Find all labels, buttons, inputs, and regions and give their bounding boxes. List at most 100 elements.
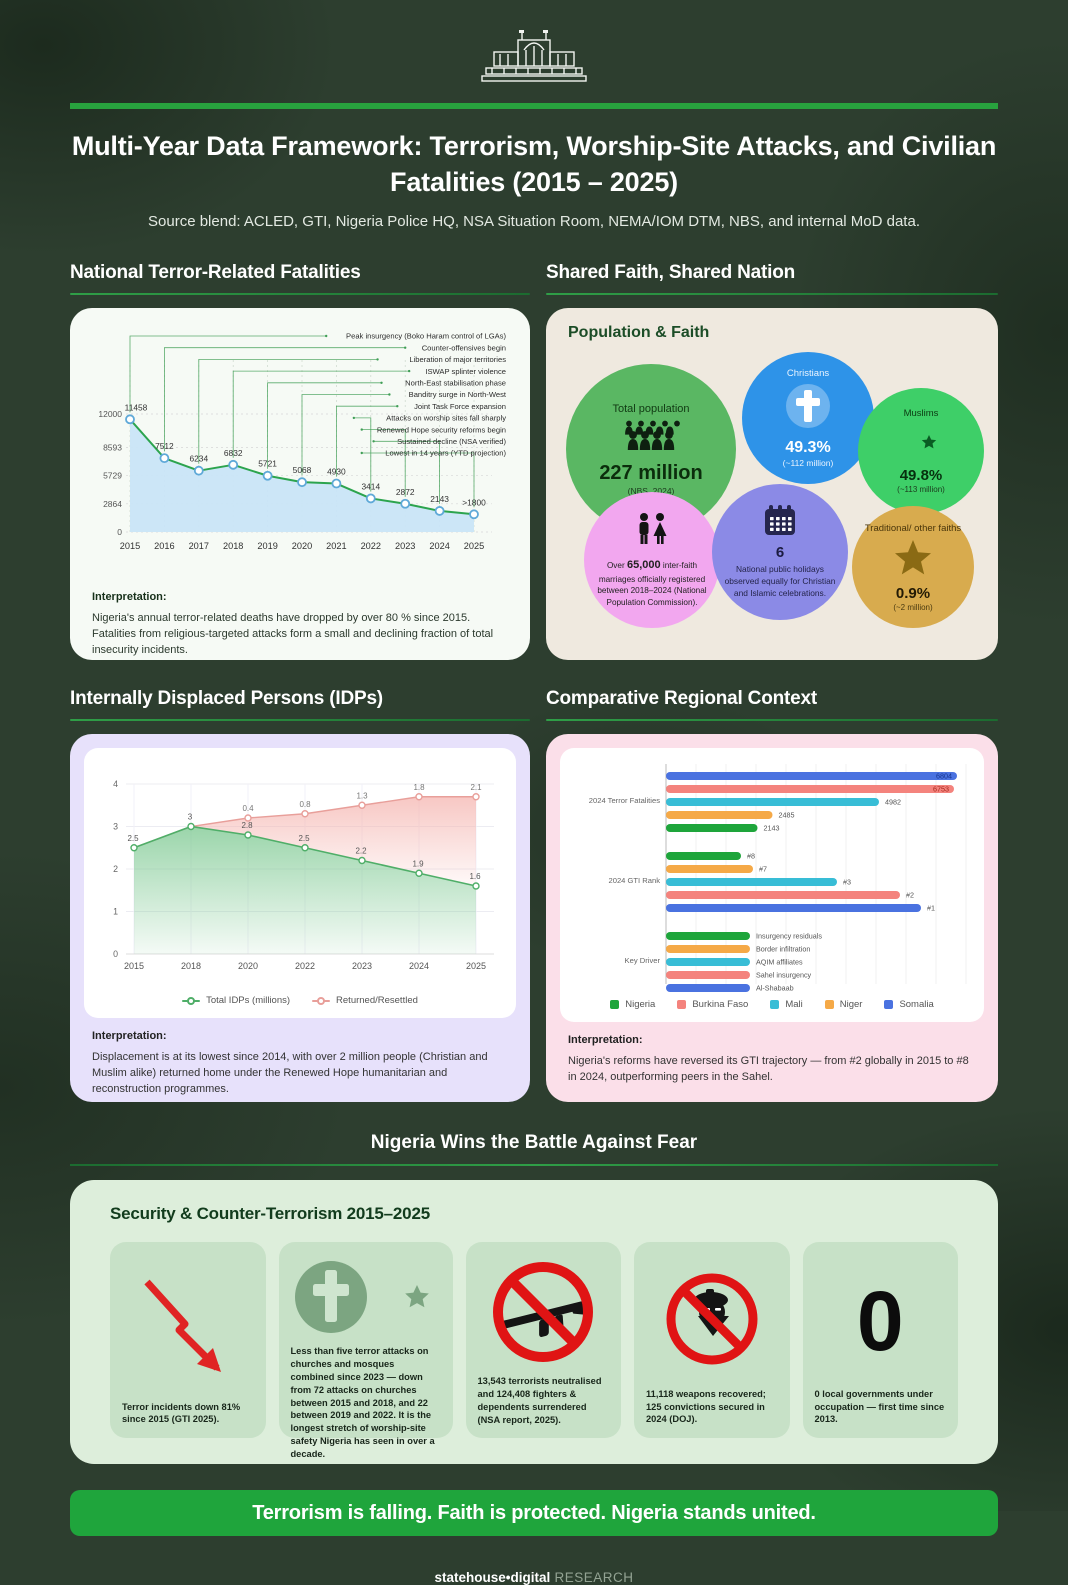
svg-text:1.8: 1.8 (413, 783, 425, 792)
svg-text:AQIM affiliates: AQIM affiliates (756, 958, 803, 967)
cross-crescent-icon (291, 1254, 441, 1345)
security-card-text: Terror incidents down 81% since 2015 (GT… (122, 1401, 241, 1425)
svg-text:#8: #8 (747, 852, 755, 861)
svg-text:2.5: 2.5 (127, 834, 139, 843)
idps-interpretation: Interpretation: Displacement is at its l… (84, 1018, 516, 1098)
svg-text:Insurgency residuals: Insurgency residuals (756, 932, 822, 941)
svg-text:Key Driver: Key Driver (625, 956, 661, 965)
chart-annotation: Renewed Hope security reforms begin (377, 426, 506, 435)
infographic-content: Multi-Year Data Framework: Terrorism, Wo… (70, 0, 998, 1585)
down-arrow-icon (133, 1270, 243, 1385)
svg-text:2019: 2019 (257, 541, 277, 551)
section-rule (546, 293, 998, 296)
wins-title: Nigeria Wins the Battle Against Fear (370, 1132, 698, 1154)
chart-annotation: Counter-offensives begin (422, 344, 506, 353)
idps-area-chart: 0 1 2 3 4 2.5 2015 3 2018 2.8 2020 2.5 2022 2.2 2023 1.… (113, 779, 494, 971)
bar-mali (666, 798, 879, 807)
idps-legend: Total IDPs (millions) Returned/Resettled (90, 993, 510, 1012)
bar-burkina (666, 891, 900, 900)
bar-niger (666, 811, 773, 820)
svg-text:6804: 6804 (936, 772, 952, 781)
legend-item-niger: Niger (824, 999, 862, 1010)
svg-text:Border infiltration: Border infiltration (756, 945, 810, 954)
bar-burkina (666, 971, 750, 980)
svg-text:1.3: 1.3 (356, 792, 368, 801)
interpretation-text: Nigeria's reforms have reversed its GTI … (568, 1055, 969, 1084)
page-subtitle: Source blend: ACLED, GTI, Nigeria Police… (148, 213, 920, 231)
section-rule (70, 293, 530, 296)
svg-text:8593: 8593 (103, 443, 122, 453)
svg-text:3414: 3414 (361, 482, 380, 492)
svg-text:2143: 2143 (430, 494, 449, 504)
couple-icon (632, 512, 672, 553)
idps-card: 0 1 2 3 4 2.5 2015 3 2018 2.8 2020 2.5 2022 2.2 2023 1.… (70, 734, 530, 1103)
svg-text:#1: #1 (927, 904, 935, 913)
svg-text:#2: #2 (906, 891, 914, 900)
svg-text:2.5: 2.5 (298, 834, 310, 843)
faith-circle-mus: Muslims 49.8% (~113 million) (858, 388, 984, 515)
svg-text:3: 3 (188, 813, 193, 822)
svg-text:0: 0 (117, 527, 122, 537)
bar-somalia (666, 772, 957, 781)
calendar-icon (763, 505, 797, 542)
wins-rule (70, 1164, 998, 1167)
interpretation-label: Interpretation: (92, 1030, 167, 1043)
svg-text:2015: 2015 (120, 541, 140, 551)
svg-text:2022: 2022 (361, 541, 381, 551)
svg-text:5068: 5068 (293, 465, 312, 475)
svg-text:2: 2 (113, 864, 118, 874)
footer-brand: statehouse•digital (434, 1570, 551, 1585)
svg-text:2872: 2872 (396, 487, 415, 497)
svg-text:2023: 2023 (352, 961, 372, 971)
section-title-faith: Shared Faith, Shared Nation (546, 262, 796, 284)
svg-text:6234: 6234 (189, 454, 208, 464)
zero-glyph: 0 (856, 1274, 904, 1368)
legend-item-nigeria: Nigeria (610, 999, 655, 1010)
svg-text:4982: 4982 (885, 798, 901, 807)
svg-text:2024: 2024 (409, 961, 429, 971)
svg-text:2015: 2015 (124, 961, 144, 971)
svg-text:5721: 5721 (258, 459, 277, 469)
security-card-text: Less than five terror attacks on churche… (290, 1346, 435, 1459)
svg-text:1.9: 1.9 (412, 860, 424, 869)
svg-text:2.8: 2.8 (241, 821, 253, 830)
legend-item-somalia: Somalia (884, 999, 934, 1010)
crescent-star-icon (900, 423, 942, 464)
svg-text:3: 3 (113, 822, 118, 832)
svg-text:2022: 2022 (295, 961, 315, 971)
regional-card: 2024 Terror Fatalities 6804 6753 4982 2485 21… (546, 734, 998, 1103)
svg-text:2017: 2017 (189, 541, 209, 551)
interpretation-label: Interpretation: (92, 591, 167, 604)
chart-annotation: Liberation of major territories (409, 355, 506, 364)
idps-chart-card: 0 1 2 3 4 2.5 2015 3 2018 2.8 2020 2.5 2022 2.2 2023 1.… (84, 748, 516, 1019)
chart-annotation: Peak insurgency (Boko Haram control of L… (346, 332, 506, 341)
svg-text:2020: 2020 (238, 961, 258, 971)
chart-annotation: Banditry surge in North-West (409, 390, 507, 399)
interpretation-text: Nigeria's annual terror-related deaths h… (92, 612, 494, 657)
svg-text:0: 0 (113, 949, 118, 959)
header-accent-bar (70, 103, 998, 109)
svg-text:12000: 12000 (98, 409, 122, 419)
svg-text:2021: 2021 (326, 541, 346, 551)
svg-text:2024 Terror Fatalities: 2024 Terror Fatalities (589, 796, 660, 805)
svg-text:2023: 2023 (395, 541, 415, 551)
chart-annotation: Sustained decline (NSA verified) (397, 437, 506, 446)
closing-banner-text: Terrorism is falling. Faith is protected… (252, 1501, 816, 1524)
svg-text:2016: 2016 (154, 541, 174, 551)
faith-card: Population & Faith Total population 227 … (546, 308, 998, 661)
closing-banner: Terrorism is falling. Faith is protected… (70, 1490, 998, 1537)
section-rule (546, 719, 998, 722)
legend-item: Total IDPs (millions) (182, 995, 290, 1006)
section-title-fatalities: National Terror-Related Fatalities (70, 262, 361, 284)
faith-circle-mar: Over 65,000 inter-faith marriages offici… (584, 492, 720, 629)
fatalities-line-chart: 0 2864 5729 8593 12000 Peak insurgency (Boko … (98, 332, 507, 551)
svg-text:0.4: 0.4 (242, 804, 254, 813)
security-panel: Security & Counter-Terrorism 2015–2025 T… (70, 1180, 998, 1465)
faith-circle-hol: 6 National public holidays observed equal… (712, 484, 848, 621)
regional-bar-chart: 2024 Terror Fatalities 6804 6753 4982 2485 21… (589, 764, 967, 993)
no-terrorist-icon (659, 1266, 765, 1377)
bar-mali (666, 958, 750, 967)
regional-chart-card: 2024 Terror Fatalities 6804 6753 4982 2485 21… (560, 748, 984, 1023)
bar-nigeria (666, 932, 750, 941)
circle-text: Over 65,000 inter-faith marriages offici… (597, 559, 707, 607)
